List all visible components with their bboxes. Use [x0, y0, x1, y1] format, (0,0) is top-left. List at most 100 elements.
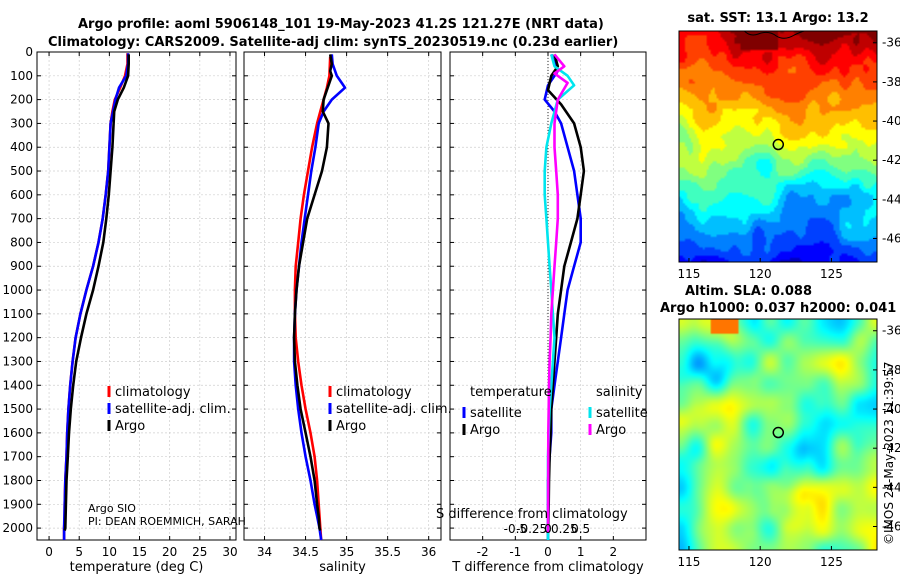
x-tick-label: 5: [75, 545, 83, 559]
y-tick-label: 1400: [2, 378, 33, 392]
x-tick-label: 125: [820, 555, 843, 569]
y-tick-label: 1500: [2, 402, 33, 416]
axes-frame: [243, 51, 442, 541]
series-line: [63, 54, 130, 531]
x-tick-label: 120: [749, 555, 772, 569]
y-tick-label: -40: [882, 402, 900, 416]
credits-line-2: PI: DEAN ROEMMICH, SARAH: [88, 515, 246, 528]
top-axis-label: S difference from climatology: [436, 507, 628, 522]
y-tick-label: -36: [882, 36, 900, 50]
x-tick-label: 35.5: [374, 545, 401, 559]
legend-entry: Argo: [596, 423, 626, 438]
x-tick-label: 35: [339, 545, 354, 559]
y-tick-label: -46: [882, 520, 900, 534]
legend-entry: Argo: [336, 419, 366, 434]
series-line: [62, 53, 130, 540]
y-tick-label: 100: [10, 69, 33, 83]
y-tick-label: 1800: [2, 473, 33, 487]
top-x-tick-label: 0: [544, 522, 552, 536]
y-tick-label: 1100: [2, 307, 33, 321]
y-tick-label: -42: [882, 153, 900, 167]
series-line: [546, 53, 569, 533]
difference-panel: -2 -1 0 1 2T difference from climatology S di…: [436, 51, 648, 575]
sst-heatmap: [679, 31, 877, 262]
y-tick-label: -46: [882, 232, 900, 246]
y-tick-label: 1900: [2, 497, 33, 511]
y-tick-label: 1300: [2, 354, 33, 368]
series-line: [292, 54, 334, 531]
map-title: sat. SST: 13.1 Argo: 13.2: [687, 11, 868, 26]
map-frame: [678, 318, 878, 551]
legend-header: temperature: [470, 385, 552, 400]
y-tick-label: 1000: [2, 283, 33, 297]
y-tick-label: 900: [10, 259, 33, 273]
coastline: [743, 30, 805, 39]
map-subtitle: Argo h1000: 0.037 h2000: 0.041: [660, 301, 896, 316]
top-x-tick-label: -0.25: [516, 522, 547, 536]
credits-line-1: Argo SIO: [88, 502, 136, 515]
sla-map-panel: 115 120 125 -36 -38 -40 -42 -44 -46 Altim. SLA: 0…: [660, 284, 900, 569]
y-tick-label: 500: [10, 164, 33, 178]
x-tick-label: 115: [678, 267, 701, 281]
x-tick-label: 0: [544, 545, 552, 559]
y-tick-label: 2000: [2, 521, 33, 535]
x-axis-label: temperature (deg C): [70, 560, 204, 575]
axes-frame: [36, 51, 237, 541]
x-tick-label: 34.5: [292, 545, 319, 559]
top-x-tick-label: -0.5: [504, 522, 527, 536]
legend-header: salinity: [596, 385, 643, 400]
series-line: [62, 53, 129, 540]
argo-location-marker: [772, 426, 785, 439]
y-tick-label: 300: [10, 116, 33, 130]
y-tick-label: -44: [882, 480, 900, 494]
legend-entry: Argo: [470, 423, 500, 438]
argo-location-marker: [772, 138, 785, 151]
legend-entry: Argo: [115, 419, 145, 434]
y-tick-label: 200: [10, 93, 33, 107]
x-tick-label: 115: [678, 555, 701, 569]
y-tick-label: -40: [882, 114, 900, 128]
map-frame: [678, 30, 878, 263]
x-tick-label: 0: [45, 545, 53, 559]
map-title: Altim. SLA: 0.088: [685, 284, 812, 299]
x-tick-label: 25: [192, 545, 207, 559]
sla-heatmap: [679, 319, 877, 550]
x-tick-label: 2: [610, 545, 618, 559]
y-tick-label: 700: [10, 212, 33, 226]
top-x-tick-label: 0.25: [551, 522, 578, 536]
legend-entry: satellite: [596, 406, 648, 421]
salinity-panel: 34 34.5 35 35.5 36 salinity climatology satelli…: [243, 51, 452, 575]
x-tick-label: 20: [162, 545, 177, 559]
x-tick-label: -2: [477, 545, 489, 559]
series-line: [293, 56, 332, 541]
y-tick-label: -44: [882, 192, 900, 206]
top-x-tick-label: 0.5: [571, 522, 590, 536]
y-tick-label: -38: [882, 363, 900, 377]
x-tick-label: -1: [509, 545, 521, 559]
y-tick-label: -42: [882, 441, 900, 455]
legend-entry: climatology: [336, 385, 412, 400]
legend-entry: satellite: [470, 406, 522, 421]
y-tick-label: 1600: [2, 426, 33, 440]
x-tick-label: 15: [132, 545, 147, 559]
temperature-panel: 0 5 10 15 20 25 300100200300400500600700800900…: [2, 45, 237, 575]
x-tick-label: 120: [749, 267, 772, 281]
x-tick-label: 36: [421, 545, 436, 559]
legend-entry: satellite-adj. clim.: [336, 402, 452, 417]
x-tick-label: 10: [102, 545, 117, 559]
title-line-1: Argo profile: aoml 5906148_101 19-May-20…: [78, 17, 604, 32]
series-line: [292, 54, 347, 541]
x-tick-label: 1: [577, 545, 585, 559]
y-tick-label: 1700: [2, 450, 33, 464]
timestamp-stamp: ©IMOS 24-May-2023 11:39:57: [882, 361, 896, 545]
legend-entry: climatology: [115, 385, 191, 400]
y-tick-label: 400: [10, 140, 33, 154]
y-tick-label: -38: [882, 75, 900, 89]
y-tick-label: 800: [10, 235, 33, 249]
y-tick-label: -36: [882, 324, 900, 338]
title-line-2: Climatology: CARS2009. Satellite-adj cli…: [48, 35, 618, 50]
sst-map-panel: 115 120 125 -36 -38 -40 -42 -44 -46 sat. SST: 13.…: [678, 11, 900, 281]
legend-entry: satellite-adj. clim.: [115, 402, 231, 417]
x-tick-label: 34: [257, 545, 272, 559]
y-tick-label: 0: [25, 45, 33, 59]
